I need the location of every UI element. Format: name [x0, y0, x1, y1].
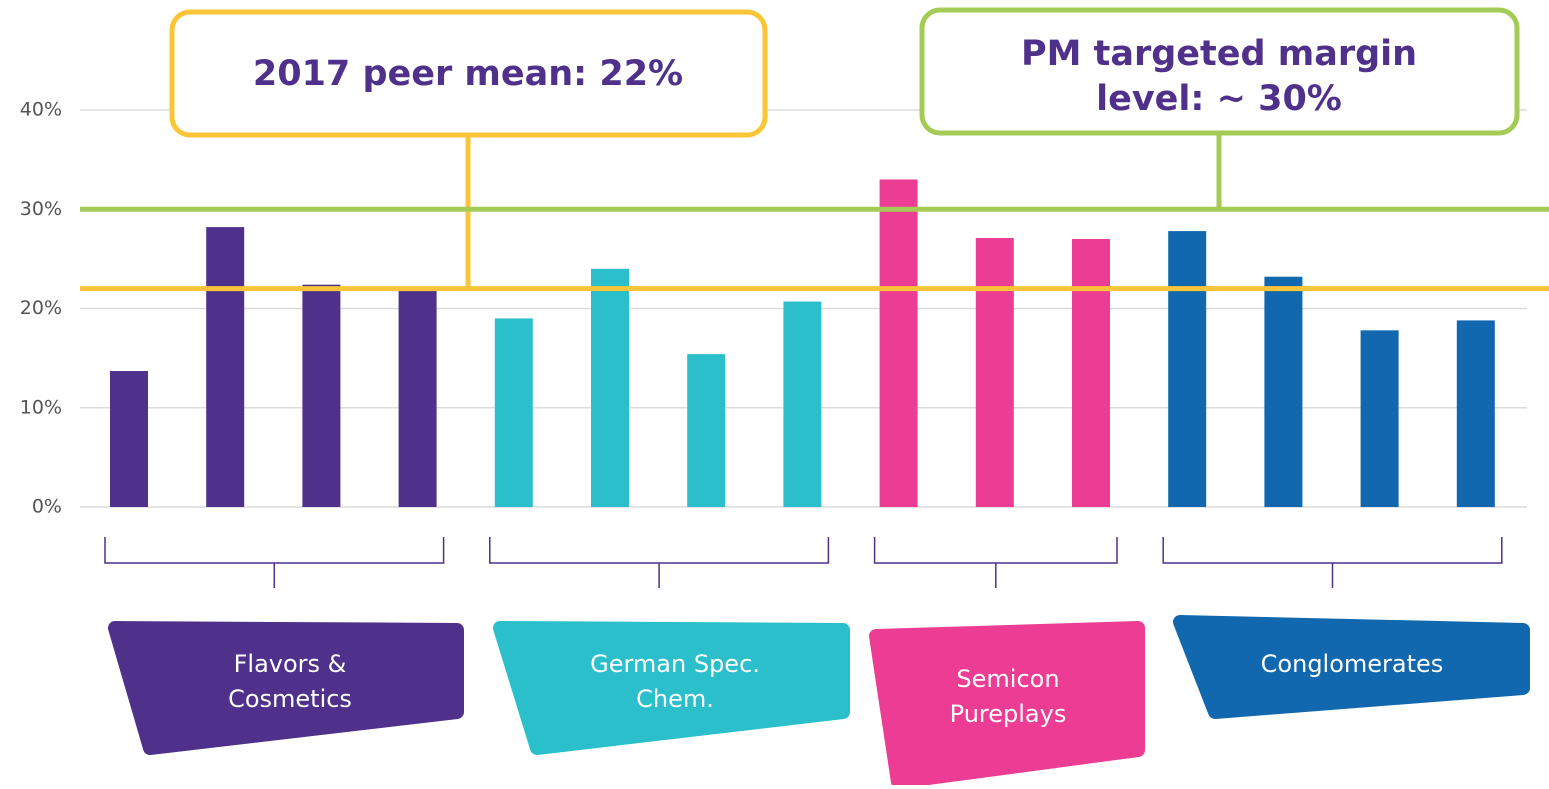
bar — [783, 301, 822, 507]
group-bracket — [1162, 537, 1503, 588]
group-label: Pureplays — [950, 700, 1067, 728]
y-tick-label: 40% — [20, 99, 62, 121]
group-label: German Spec. — [590, 650, 760, 678]
group-bracket — [489, 537, 830, 588]
bar — [1264, 276, 1303, 507]
bar — [975, 238, 1014, 507]
annotation-box — [169, 9, 768, 138]
bar — [591, 268, 629, 507]
group-bracket — [104, 537, 445, 588]
group-label: Conglomerates — [1261, 650, 1444, 678]
group-label: Semicon — [956, 665, 1059, 693]
bar — [494, 318, 533, 507]
annotation-text: PM targeted margin — [1021, 34, 1417, 74]
group-label: Cosmetics — [228, 685, 352, 713]
bar — [1360, 330, 1399, 507]
bar — [206, 227, 245, 508]
group-label-shape — [493, 621, 850, 755]
group-label: Chem. — [636, 685, 714, 713]
group-label-shape — [869, 621, 1145, 789]
bar — [1456, 320, 1495, 507]
bar — [110, 371, 148, 507]
group-label-shape — [108, 621, 464, 755]
annotation-box — [919, 7, 1520, 136]
y-tick-label: 20% — [20, 297, 62, 319]
group-label: Flavors & — [234, 650, 347, 678]
group-bracket — [873, 537, 1118, 588]
y-tick-label: 10% — [20, 396, 62, 418]
y-tick-label: 0% — [32, 496, 62, 518]
bar — [398, 287, 437, 507]
annotation-text: level: ~ 30% — [1096, 79, 1342, 119]
bar — [1168, 231, 1207, 507]
bar — [687, 354, 726, 507]
bar — [302, 284, 341, 507]
bar — [879, 179, 918, 507]
bar — [1072, 239, 1110, 507]
annotation-text: 2017 peer mean: 22% — [253, 54, 683, 94]
group-label-shape — [1173, 615, 1530, 719]
y-tick-label: 30% — [20, 198, 62, 220]
